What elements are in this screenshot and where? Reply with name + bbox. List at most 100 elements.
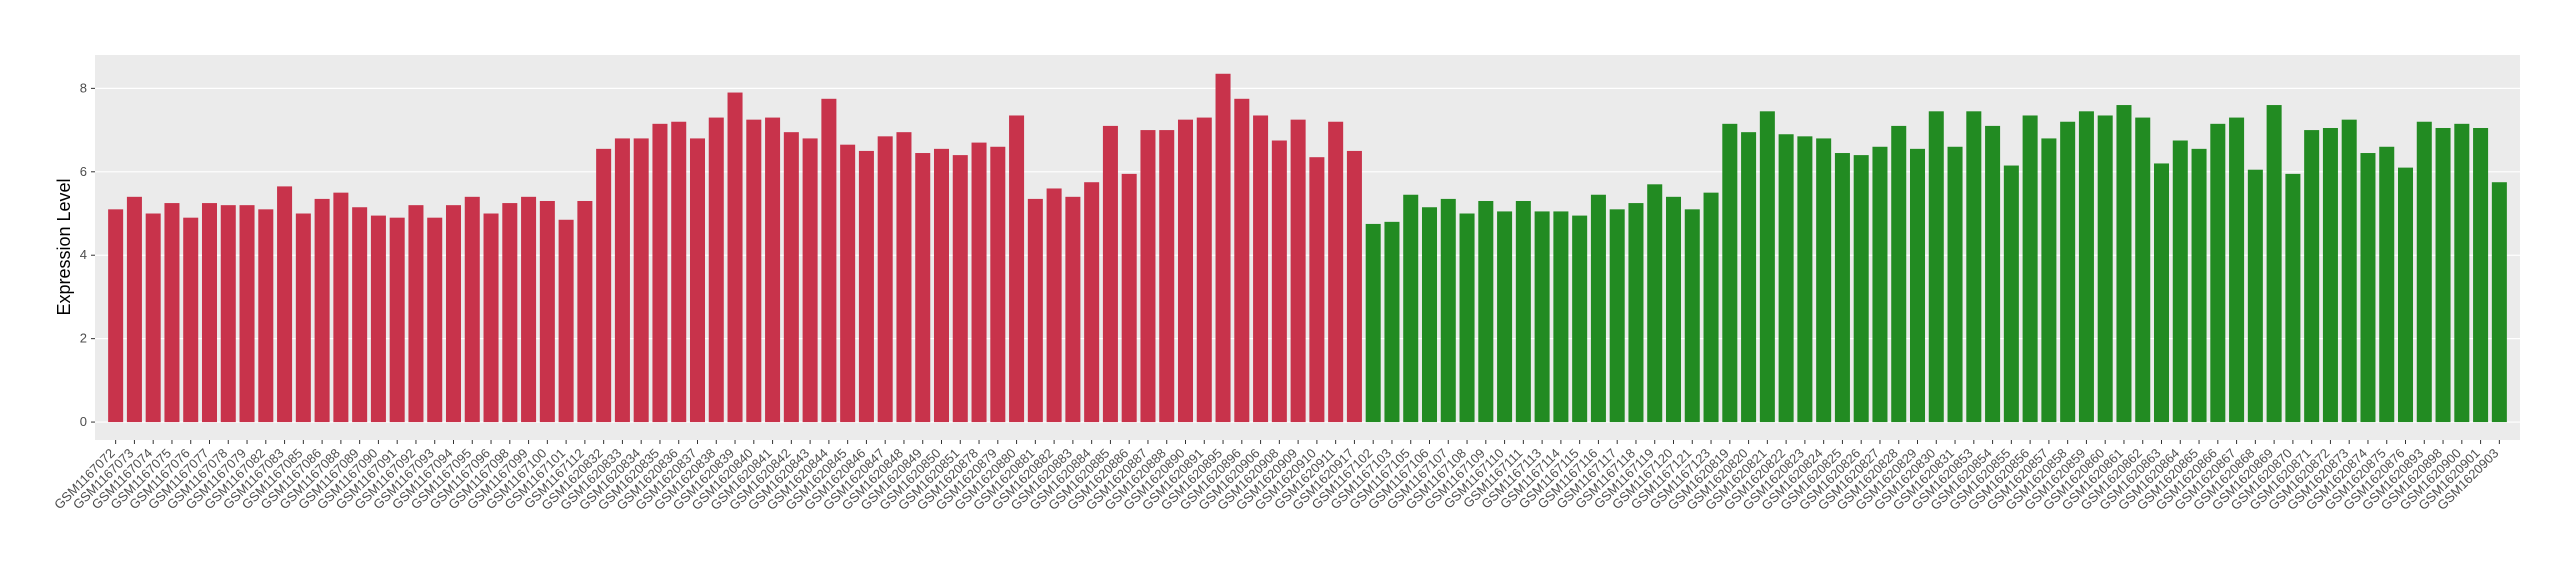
bar [1797,136,1813,423]
bar [746,119,762,423]
bar [1384,221,1400,423]
bar [2397,167,2414,423]
bar [2416,121,2432,423]
bar [971,142,987,423]
bar [464,196,480,423]
bar [1703,192,1719,423]
bar [2229,117,2245,423]
bar [164,203,180,423]
bar [145,213,161,423]
bar [1515,200,1531,423]
bar [2247,169,2263,423]
bar [1253,115,1269,423]
bar [183,217,199,423]
bar [2116,105,2132,423]
bar [1403,194,1419,423]
bar [1478,200,1494,423]
y-tick-label: 2 [80,331,87,346]
bar [765,117,781,423]
bar [539,200,555,423]
bar [1027,198,1043,423]
bar [1909,148,1926,423]
bar [671,121,687,423]
bar [652,123,668,423]
bar [1759,111,1775,423]
bar [1722,123,1738,423]
bar [1665,196,1682,423]
bar [596,148,612,423]
bar [352,207,368,423]
bar [1891,125,1907,423]
bar [783,132,799,423]
bar [2135,117,2151,423]
bar [277,186,293,423]
bar [1609,209,1625,423]
bar [1534,211,1550,423]
bar [2153,163,2170,423]
bar [2022,115,2038,423]
bar [1834,153,1850,423]
bar [2191,148,2207,423]
bar [2454,123,2470,423]
bar [314,198,330,423]
bar [933,148,950,423]
bar [1947,146,1963,423]
bar [915,153,931,423]
y-tick-label: 6 [80,164,87,179]
bar [2491,182,2507,423]
bar [1928,111,1944,423]
bar [521,196,537,423]
bar [1215,73,1231,423]
bar [427,217,443,423]
bar [1572,215,1588,423]
bar [295,213,311,423]
bar [1853,155,1869,423]
bar [1234,98,1250,423]
bar [2304,130,2320,423]
bar [201,203,218,423]
bar [220,205,236,423]
bar [689,138,706,423]
bar [502,203,518,423]
panel [95,55,2520,440]
bar [1102,125,1118,423]
bar [408,205,424,423]
bar [1684,209,1700,423]
bar [126,196,142,423]
bar [2435,127,2451,423]
bar [1459,213,1475,423]
bar [2473,127,2489,423]
bar [1985,125,2001,423]
bar [577,200,593,423]
bar [952,155,968,423]
bar [2322,127,2338,423]
bar [1816,138,1832,423]
bar [1140,130,1156,423]
bar [614,138,630,423]
bar [821,98,837,423]
bar [1159,130,1175,423]
bar [2097,115,2113,423]
bar [708,117,724,423]
bar [1177,119,1194,423]
bar [1046,188,1062,423]
bar [1590,194,1606,423]
bar [1121,173,1137,423]
bar [1647,184,1663,423]
bar [1421,207,1438,423]
bar [2210,123,2226,423]
bar [1065,196,1081,423]
bar [1497,211,1513,423]
y-tick-label: 4 [80,247,87,262]
bar [1440,198,1456,423]
bar [1966,111,1982,423]
bar [389,217,405,423]
bar [1346,150,1362,423]
bar [1872,146,1888,423]
bar [2041,138,2057,423]
bar [445,205,462,423]
bar [108,209,124,423]
bar [2360,153,2376,423]
